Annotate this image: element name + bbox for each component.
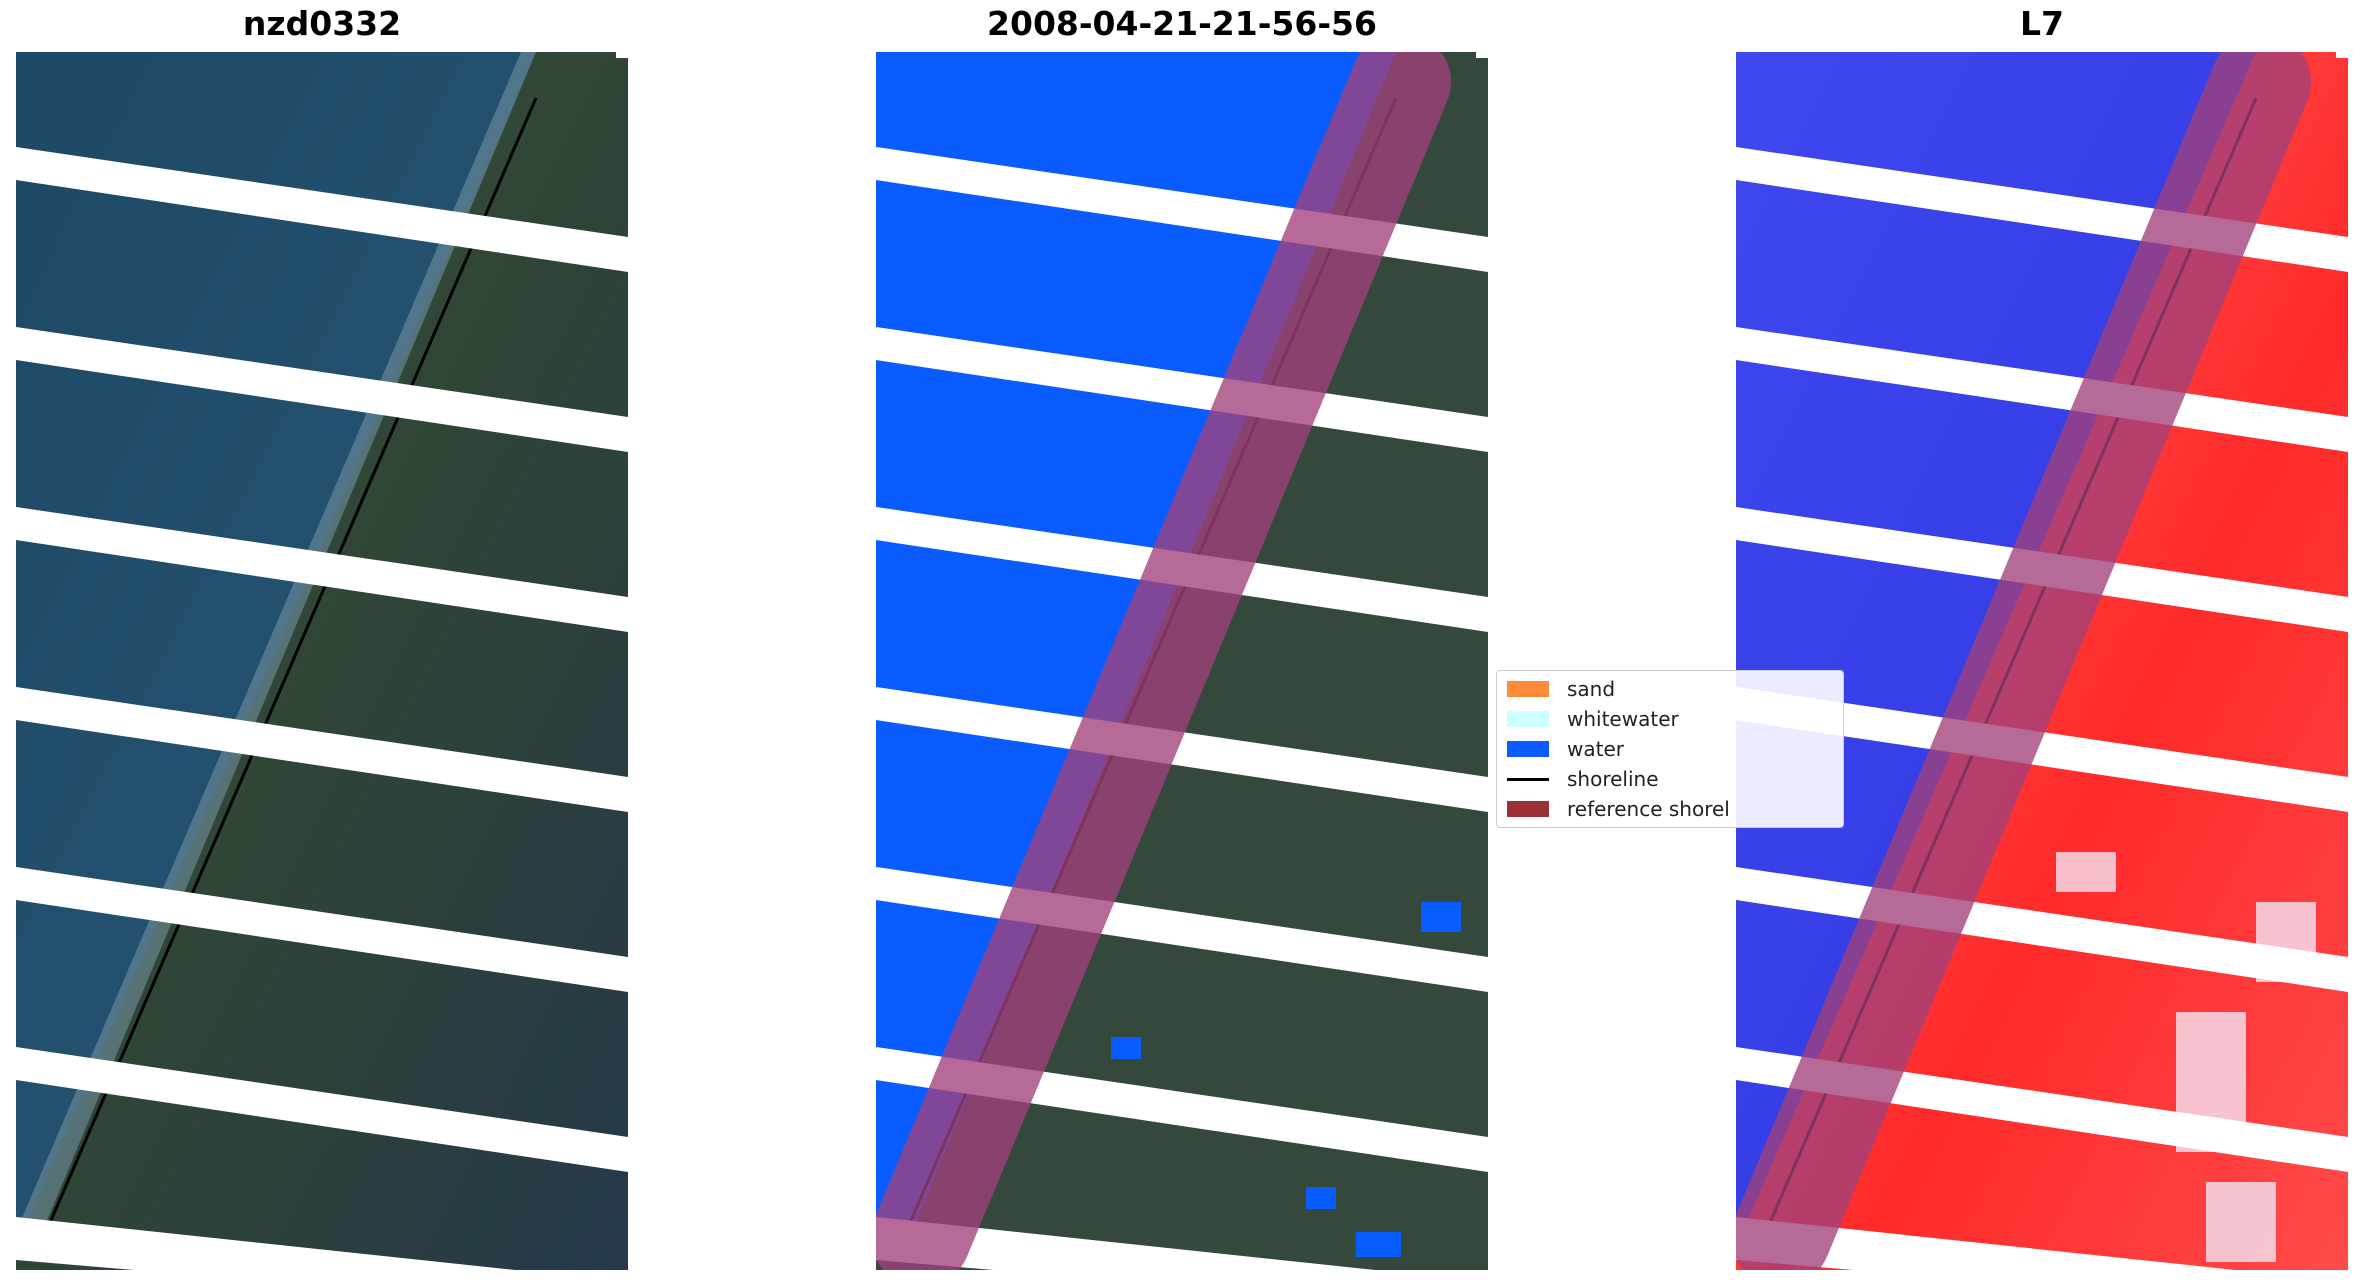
surf-zone	[16, 52, 536, 1247]
rgb-image-panel	[16, 52, 628, 1270]
legend-label-reference-shoreline: reference shorel	[1567, 797, 1730, 821]
legend-label-whitewater: whitewater	[1567, 707, 1679, 731]
panel-title-rgb: nzd0332	[242, 4, 402, 43]
reference-shoreline-buffer	[1736, 52, 2311, 1270]
legend-item-whitewater: whitewater	[1507, 707, 1679, 731]
sand-swatch	[1507, 681, 1549, 697]
panel-title-index: L7	[2020, 4, 2064, 43]
legend-item-reference-shoreline: reference shorel	[1507, 797, 1730, 821]
detected-shoreline	[44, 97, 538, 1233]
legend-label-sand: sand	[1567, 677, 1616, 701]
legend-item-water: water	[1507, 737, 1624, 761]
reference-shoreline-swatch	[1507, 801, 1549, 817]
scan-line-gaps	[16, 52, 628, 1270]
legend-label-water: water	[1567, 737, 1624, 761]
legend-label-shoreline: shoreline	[1567, 767, 1659, 791]
water-index-panel	[1736, 52, 2348, 1270]
shoreline-line-swatch	[1507, 777, 1549, 781]
whitewater-swatch	[1507, 711, 1549, 727]
water-swatch	[1507, 741, 1549, 757]
reference-shoreline-buffer	[876, 52, 1451, 1270]
classified-image-panel	[876, 52, 1488, 1270]
panel-title-classified: 2008-04-21-21-56-56	[987, 4, 1377, 43]
legend-item-shoreline: shoreline	[1507, 767, 1659, 791]
legend: sand whitewater water shoreline referenc…	[1496, 670, 1844, 828]
water-class-patches	[1111, 902, 1461, 1257]
legend-item-sand: sand	[1507, 677, 1615, 701]
